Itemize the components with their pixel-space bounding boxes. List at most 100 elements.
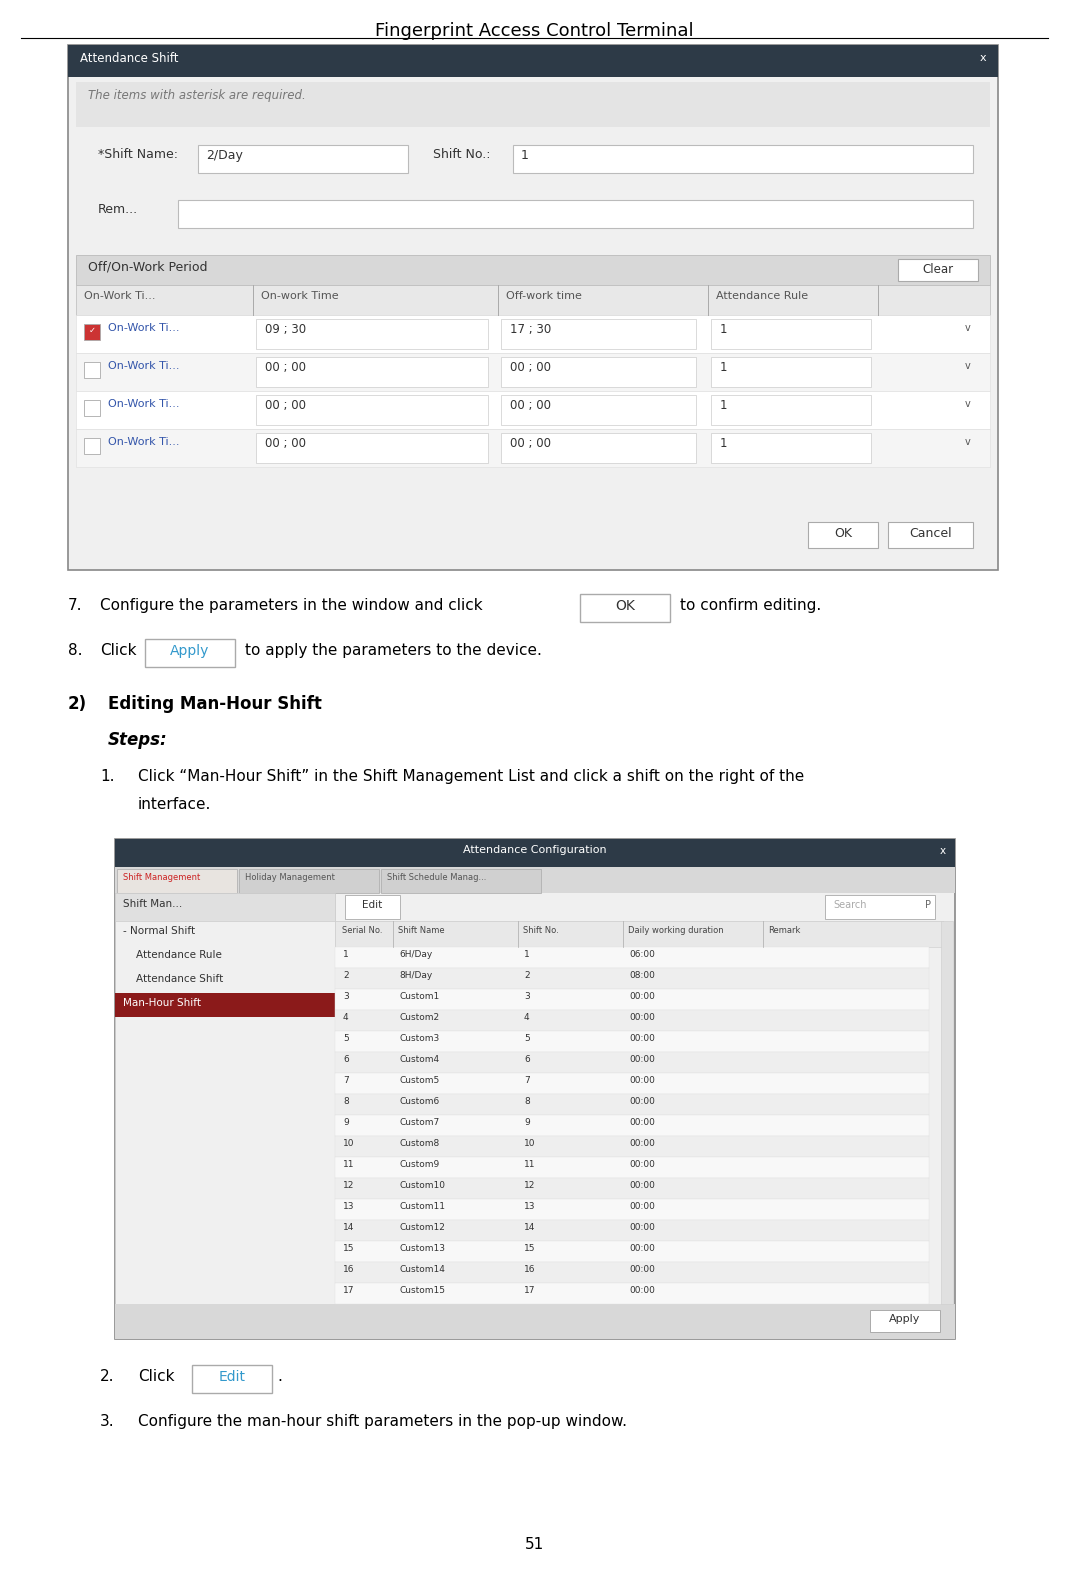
Text: Custom2: Custom2	[399, 1012, 439, 1022]
Bar	[115, 994, 335, 1017]
Bar	[335, 1074, 929, 1094]
Text: 06:00: 06:00	[629, 949, 655, 959]
Bar	[335, 1199, 929, 1220]
Bar	[711, 432, 871, 464]
Text: Attendance Configuration: Attendance Configuration	[463, 846, 607, 855]
Text: Holiday Management: Holiday Management	[245, 872, 335, 882]
Bar	[501, 432, 696, 464]
Text: 00:00: 00:00	[629, 1203, 655, 1210]
Bar	[711, 395, 871, 424]
Bar	[76, 314, 990, 354]
Text: Off/On-Work Period: Off/On-Work Period	[88, 259, 207, 274]
Text: Custom13: Custom13	[399, 1243, 445, 1253]
Text: 15: 15	[343, 1243, 355, 1253]
Text: v: v	[965, 399, 971, 409]
Text: 00:00: 00:00	[629, 1243, 655, 1253]
Bar	[76, 255, 990, 285]
Text: 00 ; 00: 00 ; 00	[265, 437, 306, 450]
Text: 5: 5	[524, 1034, 530, 1042]
Text: 00:00: 00:00	[629, 1034, 655, 1042]
Text: 11: 11	[343, 1160, 355, 1170]
Bar	[888, 522, 973, 549]
Bar	[335, 1177, 929, 1199]
Text: Apply: Apply	[889, 1314, 920, 1324]
Text: *Shift Name:: *Shift Name:	[98, 148, 179, 160]
Text: Click “Man-Hour Shift” in the Shift Management List and click a shift on the rig: Click “Man-Hour Shift” in the Shift Mana…	[138, 769, 804, 784]
Text: Fingerprint Access Control Terminal: Fingerprint Access Control Terminal	[375, 22, 694, 39]
Bar	[335, 1240, 929, 1262]
Text: Configure the man-hour shift parameters in the pop-up window.: Configure the man-hour shift parameters …	[138, 1413, 628, 1429]
Bar	[76, 429, 990, 467]
Bar	[711, 319, 871, 349]
Text: interface.: interface.	[138, 797, 212, 813]
Text: Clear: Clear	[923, 263, 954, 277]
Text: Custom1: Custom1	[399, 992, 439, 1001]
Text: 17: 17	[343, 1286, 355, 1295]
Bar	[335, 1220, 929, 1240]
Text: 8: 8	[524, 1097, 530, 1107]
Bar	[711, 357, 871, 387]
Text: 7.: 7.	[68, 597, 82, 613]
Bar	[501, 395, 696, 424]
Text: Custom8: Custom8	[399, 1140, 439, 1148]
Text: v: v	[965, 437, 971, 446]
Bar	[255, 357, 489, 387]
Text: 00:00: 00:00	[629, 1286, 655, 1295]
Text: Shift No.:: Shift No.:	[433, 148, 491, 160]
Bar	[335, 1262, 929, 1283]
Bar	[84, 439, 100, 454]
Text: 00:00: 00:00	[629, 1140, 655, 1148]
Text: Steps:: Steps:	[108, 731, 168, 748]
Text: 8.: 8.	[68, 643, 82, 659]
Bar	[115, 893, 335, 1305]
Text: Attendance Shift: Attendance Shift	[80, 52, 179, 64]
Bar	[255, 319, 489, 349]
Bar	[84, 399, 100, 417]
Text: Custom9: Custom9	[399, 1160, 439, 1170]
Text: 00:00: 00:00	[629, 1181, 655, 1190]
Text: Off-work time: Off-work time	[506, 291, 582, 300]
Bar	[115, 839, 955, 868]
Text: ✓: ✓	[89, 325, 95, 335]
Bar	[898, 259, 978, 281]
Text: 09 ; 30: 09 ; 30	[265, 322, 306, 336]
Bar	[198, 145, 408, 173]
Text: Custom12: Custom12	[399, 1223, 445, 1232]
Text: 51: 51	[525, 1537, 544, 1552]
Text: 8: 8	[343, 1097, 348, 1107]
Text: v: v	[965, 322, 971, 333]
Text: Custom7: Custom7	[399, 1118, 439, 1127]
Text: 3: 3	[524, 992, 530, 1001]
Bar	[115, 893, 335, 921]
Text: 17 ; 30: 17 ; 30	[510, 322, 552, 336]
Text: P: P	[925, 901, 931, 910]
Text: 00 ; 00: 00 ; 00	[510, 362, 551, 374]
Text: 00:00: 00:00	[629, 1055, 655, 1064]
Text: v: v	[965, 362, 971, 371]
Text: 2.: 2.	[100, 1369, 114, 1383]
Text: 2): 2)	[68, 695, 88, 714]
Bar	[179, 200, 973, 228]
Text: 6: 6	[524, 1055, 530, 1064]
Text: 00 ; 00: 00 ; 00	[510, 437, 551, 450]
Text: The items with asterisk are required.: The items with asterisk are required.	[88, 90, 306, 102]
Bar	[115, 868, 955, 893]
Text: 08:00: 08:00	[629, 971, 655, 979]
Bar	[335, 989, 929, 1009]
Bar	[335, 921, 943, 1305]
Text: 4: 4	[343, 1012, 348, 1022]
Bar	[335, 1283, 929, 1305]
Bar	[501, 357, 696, 387]
Text: 1: 1	[721, 322, 728, 336]
Text: 12: 12	[524, 1181, 536, 1190]
Text: 14: 14	[524, 1223, 536, 1232]
Text: Shift Man...: Shift Man...	[123, 899, 182, 909]
Bar	[76, 285, 990, 314]
Text: 13: 13	[524, 1203, 536, 1210]
Text: 1: 1	[721, 362, 728, 374]
Text: 5: 5	[343, 1034, 348, 1042]
Text: OK: OK	[615, 599, 635, 613]
Text: 00:00: 00:00	[629, 1223, 655, 1232]
Bar	[335, 1009, 929, 1031]
Bar	[84, 362, 100, 377]
